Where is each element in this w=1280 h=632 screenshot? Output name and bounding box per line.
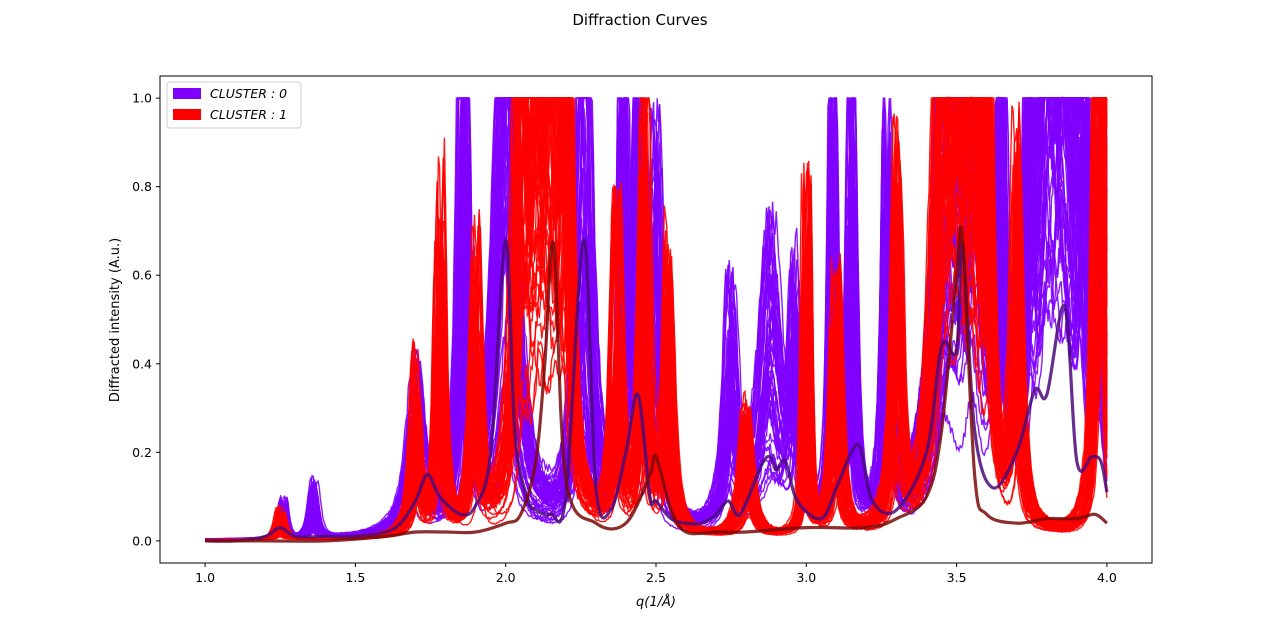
y-tick-label: 0.4: [132, 356, 152, 371]
legend: CLUSTER : 0 CLUSTER : 1: [166, 81, 302, 129]
y-tick-label: 0.6: [132, 268, 152, 283]
legend-label: CLUSTER : 1: [210, 107, 287, 122]
y-tick-label: 0.0: [132, 533, 152, 548]
x-tick-label: 3.5: [947, 570, 967, 585]
legend-swatch: [173, 88, 201, 99]
x-tick-label: 1.5: [345, 570, 365, 585]
y-axis-label: Diffracted intensity (A.u.): [108, 238, 123, 402]
x-tick-label: 2.0: [496, 570, 516, 585]
legend-label: CLUSTER : 0: [210, 86, 287, 101]
x-tick-label: 3.0: [796, 570, 816, 585]
cluster-envelopes: [204, 95, 1108, 542]
y-tick-label: 0.8: [132, 179, 152, 194]
legend-swatch: [173, 109, 201, 120]
figure-title: Diffraction Curves: [572, 11, 707, 29]
x-axis-ticks: 1.0 1.5 2.0 2.5 3.0 3.5 4.0: [195, 563, 1117, 585]
mean-curve-cluster-1: [205, 225, 1108, 543]
plot-area: [204, 95, 1109, 543]
x-tick-label: 1.0: [195, 570, 215, 585]
x-axis-label: q(1/Å): [636, 594, 676, 610]
y-tick-label: 0.2: [132, 445, 152, 460]
cluster-mean-curves: [205, 225, 1109, 543]
y-tick-label: 1.0: [132, 91, 152, 106]
x-tick-label: 2.5: [646, 570, 666, 585]
x-tick-label: 4.0: [1097, 570, 1117, 585]
y-axis-ticks: 0.0 0.2 0.4 0.6 0.8 1.0: [132, 91, 160, 548]
